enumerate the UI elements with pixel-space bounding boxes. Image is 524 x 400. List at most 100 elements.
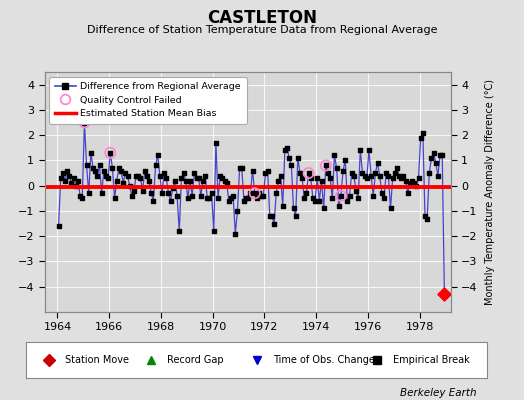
Point (121, 170, 129, 176)
Point (134, 172, 143, 179)
Point (244, 195, 253, 202)
Point (322, 162, 330, 169)
Point (408, 178, 416, 184)
Point (330, 152, 339, 158)
Point (145, 178, 154, 184)
Point (76, 192, 84, 199)
Point (281, 147, 289, 154)
Point (285, 155, 293, 161)
Text: Empirical Break: Empirical Break (393, 355, 470, 365)
Point (332, 165, 341, 171)
Point (78, 195, 86, 202)
Point (421, 213, 429, 219)
Point (423, 215, 431, 222)
Point (419, 130, 427, 136)
Point (86, 150, 95, 156)
Point (369, 192, 377, 199)
Point (65, 172, 73, 179)
Point (320, 205, 328, 212)
Point (388, 175, 397, 181)
Point (326, 175, 334, 181)
Point (361, 172, 369, 179)
Point (371, 170, 379, 176)
Point (414, 175, 423, 181)
Point (181, 178, 190, 184)
Point (322, 162, 330, 169)
Point (115, 165, 123, 171)
Point (374, 160, 382, 166)
Point (436, 152, 444, 158)
Point (210, 228, 218, 234)
Point (242, 195, 250, 202)
Point (123, 172, 132, 179)
Point (250, 190, 259, 196)
Point (169, 185, 177, 192)
Point (184, 195, 192, 202)
Point (100, 167, 108, 174)
Point (397, 175, 406, 181)
Point (117, 167, 125, 174)
Point (205, 195, 214, 202)
Point (149, 198, 158, 204)
Point (158, 190, 166, 196)
Point (199, 178, 207, 184)
Point (104, 175, 112, 181)
Text: Time of Obs. Change: Time of Obs. Change (273, 355, 375, 365)
Point (427, 155, 435, 161)
Point (440, 291, 449, 298)
Point (356, 147, 365, 154)
Point (74, 178, 82, 184)
Point (208, 190, 216, 196)
Point (341, 157, 350, 164)
Point (283, 144, 291, 151)
Point (347, 170, 356, 176)
Point (201, 172, 209, 179)
Point (130, 188, 138, 194)
Text: Record Gap: Record Gap (167, 355, 223, 365)
Point (80, 119, 89, 126)
Point (390, 170, 399, 176)
Point (147, 190, 156, 196)
Point (304, 170, 313, 176)
Point (84, 190, 93, 196)
Point (106, 150, 114, 156)
Point (223, 180, 231, 186)
Point (138, 188, 147, 194)
Point (335, 203, 343, 209)
Point (300, 195, 309, 202)
Point (337, 192, 345, 199)
Point (318, 178, 326, 184)
Point (365, 147, 373, 154)
Point (309, 195, 317, 202)
Point (276, 172, 285, 179)
Point (399, 172, 408, 179)
Point (132, 172, 140, 179)
Point (111, 195, 119, 202)
Point (315, 198, 323, 204)
Point (393, 165, 401, 171)
Point (287, 162, 296, 169)
Text: CASTLETON: CASTLETON (207, 9, 317, 27)
Point (225, 198, 233, 204)
Y-axis label: Monthly Temperature Anomaly Difference (°C): Monthly Temperature Anomaly Difference (… (485, 79, 495, 305)
Point (57, 175, 65, 181)
Point (140, 167, 149, 174)
Point (136, 175, 145, 181)
Point (154, 152, 162, 158)
Point (289, 205, 298, 212)
Point (384, 172, 392, 179)
Point (410, 180, 418, 186)
Point (186, 178, 194, 184)
Point (175, 228, 183, 234)
Point (298, 175, 307, 181)
Point (279, 203, 287, 209)
Point (179, 170, 188, 176)
Point (167, 198, 175, 204)
Point (239, 198, 248, 204)
Point (82, 162, 91, 169)
Point (270, 220, 278, 227)
Point (417, 134, 425, 141)
Point (440, 291, 449, 298)
Point (188, 192, 196, 199)
Point (350, 172, 358, 179)
